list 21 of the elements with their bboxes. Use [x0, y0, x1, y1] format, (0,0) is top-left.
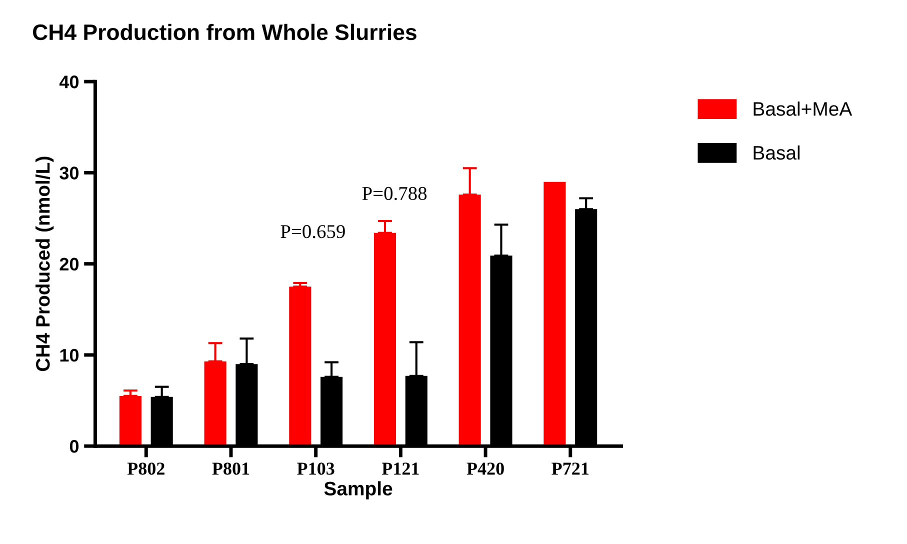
x-tick-label: P801	[212, 462, 250, 475]
y-tick-label: 10	[60, 348, 79, 362]
x-axis-title: Sample	[324, 481, 392, 500]
annotation: P=0.659	[280, 225, 345, 238]
x-tick-label: P721	[552, 462, 589, 475]
annotation: P=0.788	[362, 186, 427, 200]
x-tick-label: P121	[382, 462, 419, 475]
x-tick-label: P103	[297, 462, 334, 475]
y-tick-label: 20	[60, 258, 79, 271]
bar	[119, 396, 142, 446]
x-tick-label: P802	[127, 462, 164, 475]
y-tick-label: 40	[59, 76, 79, 88]
legend-label: Basal+MeA	[754, 102, 852, 116]
bar	[289, 286, 312, 446]
y-tick-label: 30	[60, 166, 79, 180]
bar	[544, 182, 566, 446]
y-tick-label: 0	[70, 440, 79, 453]
x-tick-label: P420	[466, 462, 504, 475]
y-axis-title: CH4 Produced (nmol/L)	[36, 156, 54, 372]
legend-label: Basal	[754, 145, 800, 160]
chart-title: CH4 Production from Whole Slurries	[33, 24, 416, 40]
